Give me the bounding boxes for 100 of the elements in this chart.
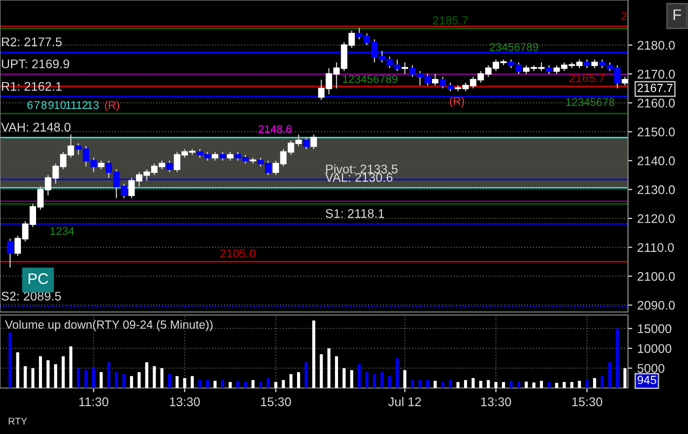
bar [160, 368, 164, 388]
x-tick-label: 13:30 [481, 397, 512, 406]
bar [396, 358, 399, 388]
bar [350, 370, 354, 388]
y-tick-label: 2110.0 [638, 243, 674, 252]
bar [54, 364, 58, 388]
y-tick-label: 15000 [638, 324, 672, 334]
bar [524, 382, 528, 388]
annotation: 12345678 [566, 98, 614, 106]
bar [320, 354, 323, 388]
ref-line-label: 2105.0 [220, 249, 256, 258]
bar [69, 346, 72, 388]
text: RTY [8, 418, 28, 425]
bar [570, 382, 574, 388]
candlestick [302, 136, 310, 150]
text: F [674, 9, 682, 20]
bar [168, 374, 172, 388]
y-tick-label: 2160.0 [638, 98, 675, 108]
bar [198, 380, 202, 388]
bar [38, 356, 42, 388]
bar [46, 360, 50, 388]
bar [562, 382, 566, 388]
bar [76, 368, 80, 388]
bar [410, 380, 414, 388]
ref-line-label: 2165.7 [570, 74, 604, 82]
bar [236, 380, 240, 388]
annotation: 8 [41, 101, 47, 109]
ref-line-label: Pivot: 2133.5 [326, 164, 398, 174]
bar [282, 380, 285, 388]
annotation: 10 [54, 101, 66, 109]
bar [517, 382, 520, 388]
annotation: 9 [48, 101, 54, 109]
candlestick [402, 62, 408, 75]
annotation: (R) [450, 96, 464, 108]
bar [274, 382, 278, 388]
bar [403, 370, 406, 388]
bar [244, 382, 247, 388]
ref-line-label: S2: 2089.5 [2, 292, 61, 301]
bar [434, 380, 437, 388]
candlestick [310, 134, 317, 150]
bar [176, 376, 179, 388]
bar [84, 370, 88, 388]
bar [312, 320, 316, 388]
y-tick-label: 2120.0 [638, 214, 675, 224]
annotation: 23456789 [490, 43, 538, 51]
chart-title: Volume up down(RTY 09-24 (5 Minute)) [5, 320, 213, 332]
annotation: 1234 [50, 227, 74, 235]
bar [183, 378, 186, 388]
ref-line-label: 2185.7 [432, 16, 468, 25]
bar [623, 368, 626, 388]
bar [548, 382, 551, 388]
bar [16, 352, 20, 388]
bar [365, 372, 368, 388]
annotation: 7 [34, 101, 40, 109]
candlestick [432, 73, 438, 86]
annotation: 12 [76, 101, 88, 109]
bar [289, 374, 292, 388]
bar [259, 382, 262, 388]
bar [616, 328, 619, 388]
bar [464, 380, 468, 388]
bar [456, 382, 460, 388]
text: 945 [638, 376, 656, 384]
bar [578, 380, 581, 388]
bar [426, 380, 430, 388]
bar [380, 372, 384, 388]
bar [304, 362, 308, 388]
bar [92, 368, 96, 388]
y-tick-label: 2130.0 [638, 185, 675, 194]
bar [266, 378, 270, 388]
bar [448, 380, 452, 388]
bar [593, 378, 596, 388]
bar [358, 364, 361, 388]
bar [494, 382, 498, 388]
bar [334, 356, 338, 388]
y-tick-label: 2140.0 [638, 156, 675, 166]
bar [152, 366, 156, 388]
y-tick-label: 2150.0 [638, 128, 675, 136]
bar [62, 356, 65, 388]
annotation: PC [28, 273, 48, 284]
bar [388, 376, 392, 388]
bar [190, 376, 194, 388]
bar [418, 380, 422, 388]
bar [372, 374, 376, 388]
ref-line-label: R2: 2177.5 [2, 38, 62, 46]
annotation: 2148.6 [258, 125, 292, 133]
bar [479, 380, 482, 388]
bar [114, 372, 118, 388]
bar [100, 372, 103, 388]
x-tick-label: Jul 12 [388, 397, 421, 406]
candlestick [6, 238, 14, 268]
annotation: 123456789 [343, 75, 398, 83]
bar [532, 382, 536, 388]
bar [24, 366, 27, 388]
x-tick-label: 15:30 [261, 397, 291, 406]
bar [107, 362, 110, 388]
bar [122, 374, 126, 388]
ref-line-label: S1: 2118.1 [326, 209, 384, 218]
y-tick-label: 2170.0 [638, 70, 675, 79]
annotation: 13 [88, 101, 99, 109]
ref-line-label: UPT: 2169.9 [2, 59, 70, 68]
